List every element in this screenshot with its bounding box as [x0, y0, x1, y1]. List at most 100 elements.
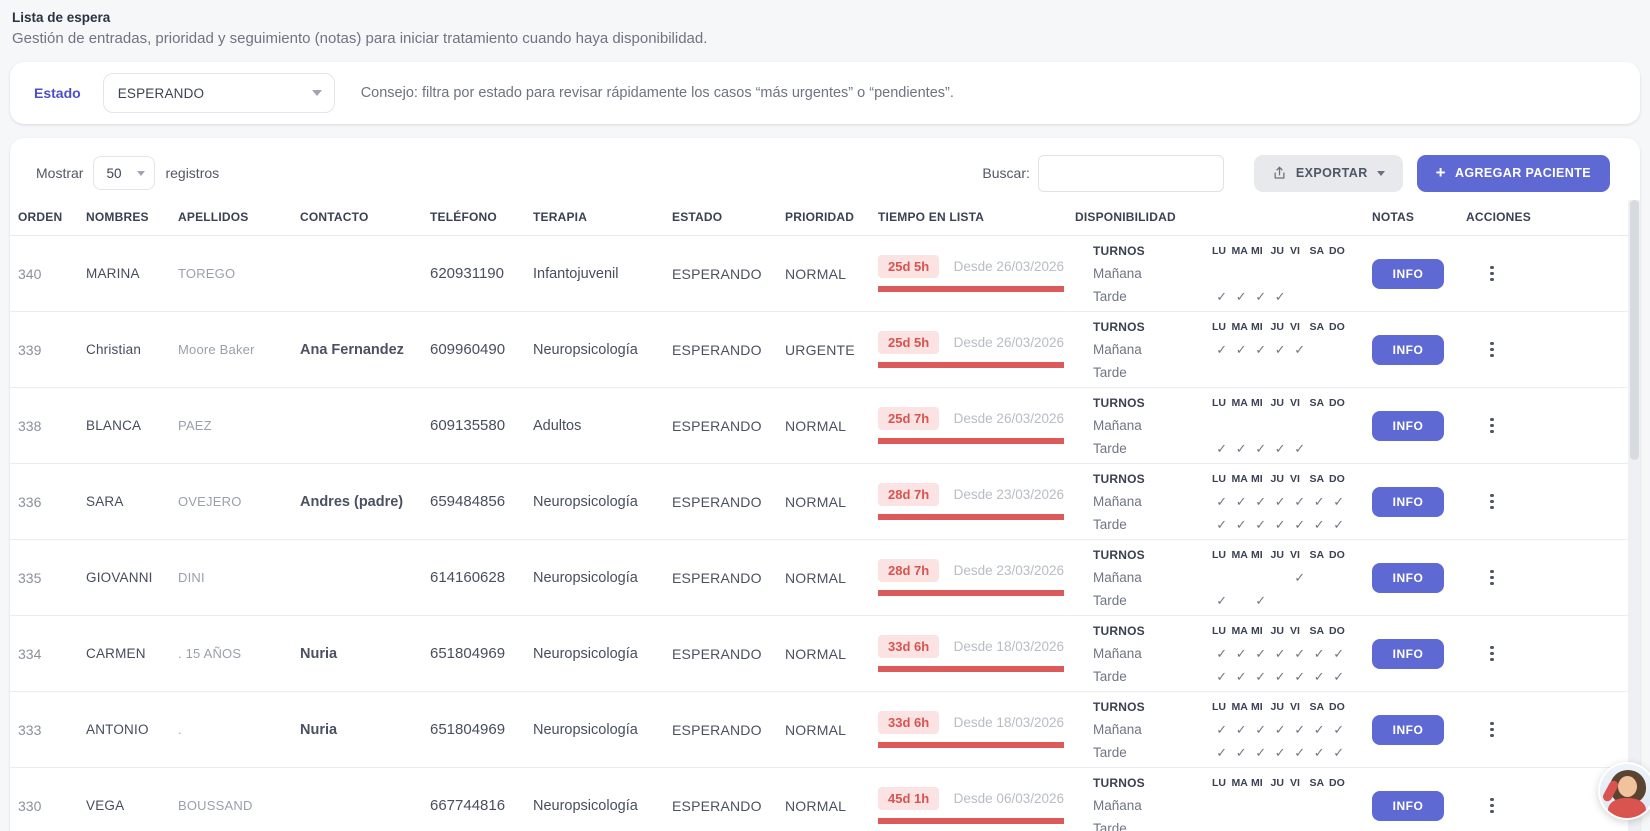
day-header: MA	[1231, 396, 1248, 409]
priority-cell: NORMAL	[785, 417, 847, 434]
status-cell: ESPERANDO	[672, 265, 762, 282]
export-button[interactable]: EXPORTAR	[1253, 154, 1403, 192]
status-cell: ESPERANDO	[672, 569, 762, 586]
actions-cell	[1466, 265, 1626, 282]
column-header-notas: NOTAS	[1372, 210, 1415, 224]
availability-check-icon: ✓	[1313, 744, 1325, 760]
day-header: VI	[1290, 396, 1300, 409]
first-name-cell: ANTONIO	[86, 722, 149, 737]
add-patient-button[interactable]: + AGREGAR PACIENTE	[1416, 154, 1610, 192]
shift-label: Tarde	[1093, 289, 1127, 304]
day-header: DO	[1329, 776, 1345, 789]
info-button[interactable]: INFO	[1372, 714, 1444, 745]
page-size-select[interactable]: 50	[93, 156, 156, 190]
kebab-menu-icon[interactable]	[1466, 569, 1502, 586]
info-button[interactable]: INFO	[1372, 410, 1444, 441]
availability-check-icon: ✓	[1216, 592, 1228, 608]
day-header: DO	[1329, 700, 1345, 713]
availability-check-icon: ✓	[1333, 744, 1345, 760]
availability-check-icon: ✓	[1216, 288, 1228, 304]
info-button[interactable]: INFO	[1372, 562, 1444, 593]
info-button[interactable]: INFO	[1372, 258, 1444, 289]
availability-check-icon: ✓	[1274, 744, 1286, 760]
availability-check-icon: ✓	[1235, 288, 1247, 304]
turnos-label: TURNOS	[1093, 699, 1145, 714]
time-in-list-cell: 25d 7h Desde 26/03/2026	[878, 407, 1075, 444]
shift-label: Mañana	[1093, 722, 1142, 737]
since-date-label: Desde 23/03/2026	[953, 487, 1064, 502]
kebab-menu-icon[interactable]	[1466, 493, 1502, 510]
kebab-menu-icon[interactable]	[1466, 265, 1502, 282]
availability-check-icon: ✓	[1216, 341, 1228, 357]
scrollbar-thumb[interactable]	[1629, 200, 1639, 460]
first-name-cell: MARINA	[86, 266, 140, 281]
therapy-cell: Neuropsicología	[533, 569, 638, 586]
availability-check-icon: ✓	[1313, 493, 1325, 509]
availability-check-icon: ✓	[1294, 569, 1306, 585]
contact-cell: Ana Fernandez	[300, 341, 404, 358]
turnos-label: TURNOS	[1093, 319, 1145, 334]
actions-cell	[1466, 417, 1626, 434]
availability-grid: TURNOS LU MA MI JU VI SA DO Mañana Tarde ✓ ✓ ✓ ✓ ✓	[1075, 391, 1372, 460]
availability-check-icon: ✓	[1255, 744, 1267, 760]
phone-cell: 620931190	[430, 265, 504, 282]
kebab-menu-icon[interactable]	[1466, 341, 1502, 358]
info-button[interactable]: INFO	[1372, 638, 1444, 669]
time-in-list-badge: 28d 7h	[878, 483, 940, 506]
column-header-disponibilidad: DISPONIBILIDAD	[1075, 210, 1176, 224]
availability-check-icon: ✓	[1333, 721, 1345, 737]
kebab-menu-icon[interactable]	[1466, 645, 1502, 662]
chat-widget-avatar[interactable]	[1598, 762, 1650, 820]
kebab-menu-icon[interactable]	[1466, 417, 1502, 434]
day-header: LU	[1212, 548, 1226, 561]
actions-cell	[1466, 569, 1626, 586]
shift-label: Tarde	[1093, 669, 1127, 684]
info-button[interactable]: INFO	[1372, 486, 1444, 517]
notes-cell: INFO	[1372, 562, 1466, 593]
notes-cell: INFO	[1372, 790, 1466, 821]
time-in-list-badge: 33d 6h	[878, 711, 940, 734]
availability-check-icon: ✓	[1294, 493, 1306, 509]
last-name-cell: PAEZ	[178, 418, 212, 433]
availability-check-icon: ✓	[1216, 668, 1228, 684]
day-header: VI	[1290, 320, 1300, 333]
availability-check-icon: ✓	[1333, 516, 1345, 532]
day-header: VI	[1290, 244, 1300, 257]
availability-check-icon: ✓	[1294, 516, 1306, 532]
phone-cell: 651804969	[430, 645, 506, 662]
availability-check-icon: ✓	[1255, 440, 1267, 456]
availability-check-icon: ✓	[1274, 288, 1286, 304]
availability-check-icon: ✓	[1235, 341, 1247, 357]
availability-check-icon: ✓	[1216, 645, 1228, 661]
estado-filter-select[interactable]: ESPERANDO	[102, 73, 335, 113]
time-in-list-cell: 33d 6h Desde 18/03/2026	[878, 711, 1075, 748]
search-label: Buscar:	[982, 165, 1030, 181]
estado-filter-label: Estado	[34, 85, 81, 101]
column-header-contacto: CONTACTO	[300, 210, 369, 224]
first-name-cell: BLANCA	[86, 418, 142, 433]
status-cell: ESPERANDO	[672, 721, 762, 738]
phone-cell: 614160628	[430, 569, 506, 586]
availability-check-icon: ✓	[1235, 721, 1247, 737]
availability-check-icon: ✓	[1235, 516, 1247, 532]
add-patient-label: AGREGAR PACIENTE	[1454, 166, 1591, 180]
plus-icon: +	[1435, 163, 1446, 182]
day-header: SA	[1309, 548, 1325, 561]
availability-check-icon: ✓	[1313, 645, 1325, 661]
table-body: 340 MARINA TOREGO 620931190 Infantojuven…	[10, 236, 1640, 831]
info-button[interactable]: INFO	[1372, 334, 1444, 365]
day-header: LU	[1212, 472, 1226, 485]
search-input[interactable]	[1037, 154, 1224, 192]
vertical-scrollbar[interactable]	[1628, 200, 1640, 831]
column-header-estado: ESTADO	[672, 210, 723, 224]
phone-cell: 667744816	[430, 797, 506, 814]
records-label: registros	[165, 165, 220, 181]
kebab-menu-icon[interactable]	[1466, 797, 1502, 814]
kebab-menu-icon[interactable]	[1466, 721, 1502, 738]
table-row: 334 CARMEN . 15 AÑOS Nuria 651804969 Neu…	[10, 616, 1640, 692]
day-header: DO	[1329, 320, 1345, 333]
phone-cell: 609135580	[430, 417, 506, 434]
info-button[interactable]: INFO	[1372, 790, 1444, 821]
day-header: MI	[1251, 548, 1263, 561]
day-header: MI	[1251, 244, 1263, 257]
